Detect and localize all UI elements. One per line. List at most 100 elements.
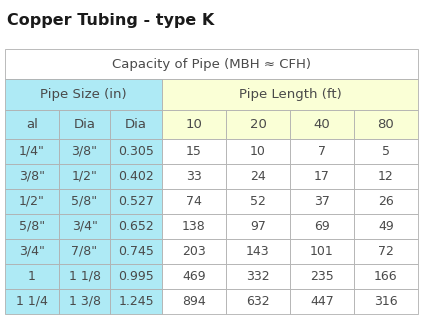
Bar	[5, 139, 59, 164]
Text: 52: 52	[250, 195, 266, 208]
Bar	[226, 214, 290, 239]
Bar	[59, 139, 110, 164]
Bar	[5, 49, 418, 79]
Bar	[162, 189, 226, 214]
Text: Pipe Length (ft): Pipe Length (ft)	[239, 88, 341, 101]
Bar	[226, 289, 290, 314]
Text: 37: 37	[314, 195, 330, 208]
Bar	[354, 164, 418, 189]
Bar	[162, 164, 226, 189]
Text: 24: 24	[250, 170, 266, 183]
Text: 0.652: 0.652	[118, 220, 154, 233]
Text: 80: 80	[378, 118, 394, 131]
Bar	[59, 214, 110, 239]
Text: 0.995: 0.995	[118, 270, 154, 283]
Bar	[59, 239, 110, 264]
Text: 5/8": 5/8"	[71, 195, 98, 208]
Bar	[59, 189, 110, 214]
Bar	[110, 289, 162, 314]
Text: 0.745: 0.745	[118, 245, 154, 258]
Text: 894: 894	[182, 295, 206, 308]
Bar	[162, 239, 226, 264]
Text: 1 3/8: 1 3/8	[69, 295, 101, 308]
Text: 12: 12	[378, 170, 394, 183]
Bar	[110, 164, 162, 189]
Text: 203: 203	[182, 245, 206, 258]
Text: 0.305: 0.305	[118, 145, 154, 158]
Text: 97: 97	[250, 220, 266, 233]
Text: 316: 316	[374, 295, 398, 308]
Bar	[110, 189, 162, 214]
Text: 72: 72	[378, 245, 394, 258]
Text: 447: 447	[310, 295, 334, 308]
Bar	[290, 264, 354, 289]
Bar	[354, 110, 418, 139]
Bar	[226, 239, 290, 264]
Text: 3/8": 3/8"	[71, 145, 98, 158]
Text: 1/4": 1/4"	[19, 145, 45, 158]
Bar	[59, 289, 110, 314]
Bar	[226, 164, 290, 189]
Text: 166: 166	[374, 270, 398, 283]
Text: al: al	[26, 118, 38, 131]
Text: 3/4": 3/4"	[71, 220, 97, 233]
Text: 7/8": 7/8"	[71, 245, 98, 258]
Text: 5: 5	[382, 145, 390, 158]
Bar	[5, 289, 59, 314]
Bar	[5, 214, 59, 239]
Text: Pipe Size (in): Pipe Size (in)	[40, 88, 127, 101]
Bar	[162, 139, 226, 164]
Bar	[354, 239, 418, 264]
Text: 49: 49	[378, 220, 394, 233]
Text: 1/2": 1/2"	[71, 170, 97, 183]
Bar	[5, 110, 59, 139]
Text: 3/4": 3/4"	[19, 245, 45, 258]
Text: 26: 26	[378, 195, 394, 208]
Bar	[5, 79, 162, 110]
Bar	[162, 110, 226, 139]
Bar	[290, 289, 354, 314]
Text: 332: 332	[246, 270, 270, 283]
Text: 74: 74	[186, 195, 202, 208]
Bar	[110, 214, 162, 239]
Text: 0.402: 0.402	[118, 170, 154, 183]
Bar	[59, 110, 110, 139]
Text: 3/8": 3/8"	[19, 170, 45, 183]
Text: 1/2": 1/2"	[19, 195, 45, 208]
Text: 10: 10	[250, 145, 266, 158]
Bar	[5, 189, 59, 214]
Bar	[354, 289, 418, 314]
Text: 143: 143	[246, 245, 270, 258]
Bar	[354, 214, 418, 239]
Text: 1: 1	[28, 270, 36, 283]
Bar	[59, 264, 110, 289]
Bar	[354, 189, 418, 214]
Bar	[290, 139, 354, 164]
Text: 10: 10	[186, 118, 202, 131]
Bar	[162, 214, 226, 239]
Bar	[290, 110, 354, 139]
Text: Capacity of Pipe (MBH ≈ CFH): Capacity of Pipe (MBH ≈ CFH)	[112, 58, 311, 71]
Bar	[110, 264, 162, 289]
Bar	[162, 264, 226, 289]
Bar	[290, 214, 354, 239]
Text: 469: 469	[182, 270, 206, 283]
Text: 20: 20	[250, 118, 266, 131]
Text: Dia: Dia	[125, 118, 147, 131]
Text: Dia: Dia	[74, 118, 96, 131]
Text: Copper Tubing - type K: Copper Tubing - type K	[7, 13, 214, 28]
Bar	[162, 289, 226, 314]
Bar	[5, 164, 59, 189]
Text: 7: 7	[318, 145, 326, 158]
Bar	[5, 264, 59, 289]
Text: 1 1/4: 1 1/4	[16, 295, 48, 308]
Bar	[290, 189, 354, 214]
Text: 15: 15	[186, 145, 202, 158]
Bar	[110, 139, 162, 164]
Bar	[226, 139, 290, 164]
Text: 632: 632	[246, 295, 270, 308]
Bar	[110, 239, 162, 264]
Bar	[226, 264, 290, 289]
Text: 0.527: 0.527	[118, 195, 154, 208]
Text: 1.245: 1.245	[118, 295, 154, 308]
